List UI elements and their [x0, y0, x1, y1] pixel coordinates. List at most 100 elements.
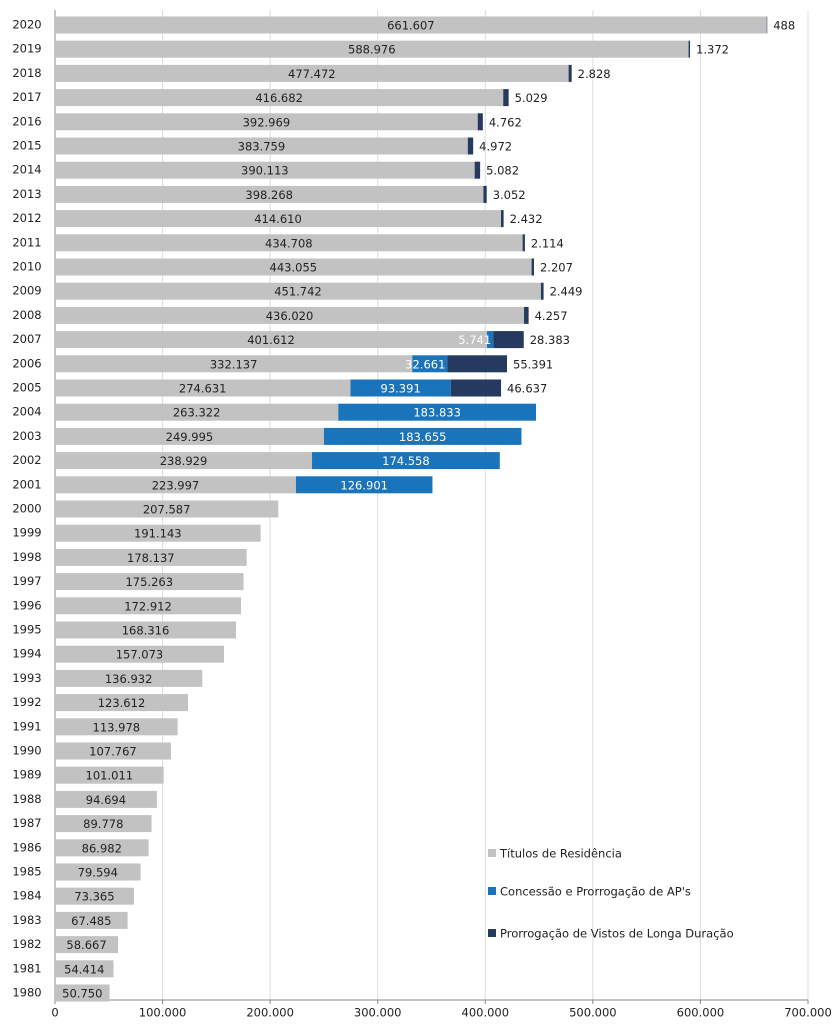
x-tick-label: 200.000	[246, 1006, 294, 1020]
value-label: 588.976	[348, 43, 396, 57]
value-label: 2.114	[531, 236, 564, 250]
bar-segment	[487, 331, 494, 349]
y-tick-label: 2004	[12, 405, 41, 419]
x-tick-label: 500.000	[569, 1006, 617, 1020]
value-label: 332.137	[210, 357, 258, 371]
value-label: 55.391	[513, 357, 553, 371]
y-tick-label: 2007	[12, 332, 41, 346]
value-label: 1.372	[696, 43, 729, 57]
x-tick-label: 700.000	[784, 1006, 832, 1020]
bar-segment	[55, 64, 569, 82]
bar-segment	[55, 669, 203, 687]
value-label: 157.073	[116, 648, 164, 662]
value-label: 4.972	[479, 140, 512, 154]
value-label: 443.055	[270, 261, 318, 275]
bar-segment	[55, 524, 261, 542]
value-label: 28.383	[530, 333, 570, 347]
y-tick-label: 2010	[12, 260, 41, 274]
y-tick-label: 1983	[12, 913, 41, 927]
value-label: 94.694	[86, 793, 126, 807]
bar-segment	[55, 306, 525, 324]
value-label: 5.741	[458, 333, 491, 347]
y-tick-label: 2003	[12, 429, 41, 443]
legend-label: Prorrogação de Vistos de Longa Duração	[500, 927, 734, 941]
bar-segment	[55, 500, 279, 518]
bar-segment	[55, 282, 541, 300]
bar-segment	[55, 113, 478, 131]
bar-segment	[55, 379, 351, 397]
x-tick-label: 100.000	[139, 1006, 187, 1020]
bar-segment	[55, 185, 484, 203]
y-tick-label: 2002	[12, 453, 41, 467]
value-label: 126.901	[340, 478, 388, 492]
value-label: 113.978	[93, 720, 141, 734]
bar-segment	[55, 331, 488, 349]
bar-segment	[55, 137, 468, 155]
y-tick-label: 1987	[12, 816, 41, 830]
value-label: 175.263	[125, 575, 173, 589]
y-tick-label: 1989	[12, 768, 41, 782]
y-tick-label: 2001	[12, 477, 41, 491]
value-label: 67.485	[71, 914, 111, 928]
y-tick-label: 1984	[12, 889, 41, 903]
legend-label: Títulos de Residência	[499, 847, 622, 861]
bar-segment	[766, 16, 768, 34]
y-tick-label: 2011	[12, 235, 41, 249]
y-tick-label: 2005	[12, 381, 41, 395]
bar-segment	[55, 427, 324, 445]
bar-segment	[540, 282, 544, 300]
bar-segment	[55, 355, 413, 373]
y-tick-label: 2017	[12, 90, 41, 104]
bar-segment	[474, 161, 481, 179]
value-label: 383.759	[238, 140, 286, 154]
bar-segment	[55, 573, 244, 591]
value-label: 123.612	[98, 696, 146, 710]
bar-segment	[312, 452, 500, 470]
bar-segment	[55, 40, 689, 58]
x-tick-label: 300.000	[354, 1006, 402, 1020]
value-label: 79.594	[78, 866, 118, 880]
bar-segment	[55, 597, 242, 615]
value-label: 249.995	[166, 430, 214, 444]
value-label: 488	[773, 19, 795, 33]
value-label: 274.631	[179, 382, 227, 396]
value-label: 101.011	[86, 769, 134, 783]
y-tick-label: 1981	[12, 961, 41, 975]
bar-segment	[55, 645, 224, 663]
value-label: 2.828	[578, 67, 611, 81]
legend-label: Concessão e Prorrogação de AP's	[500, 885, 691, 899]
y-tick-label: 1985	[12, 865, 41, 879]
value-label: 178.137	[127, 551, 175, 565]
bar-segment	[483, 185, 487, 203]
bar-segment	[55, 16, 767, 34]
y-tick-label: 2012	[12, 211, 41, 225]
bar-segment	[524, 306, 529, 324]
value-label: 451.742	[274, 285, 322, 299]
x-tick-label: 400.000	[462, 1006, 510, 1020]
value-label: 73.365	[74, 890, 114, 904]
bar-segment	[55, 161, 475, 179]
y-tick-label: 2008	[12, 308, 41, 322]
y-tick-label: 1997	[12, 574, 41, 588]
y-tick-label: 2013	[12, 187, 41, 201]
y-tick-label: 2020	[12, 18, 41, 32]
bar-segment	[531, 258, 534, 276]
value-label: 183.655	[399, 430, 447, 444]
value-label: 54.414	[64, 962, 104, 976]
bar-segment	[412, 355, 448, 373]
y-tick-label: 2019	[12, 42, 41, 56]
value-label: 5.029	[515, 91, 548, 105]
value-label: 2.449	[550, 285, 583, 299]
value-label: 191.143	[134, 527, 182, 541]
value-label: 416.682	[255, 91, 303, 105]
y-tick-label: 1992	[12, 695, 41, 709]
value-label: 392.969	[243, 115, 291, 129]
y-tick-label: 2014	[12, 163, 41, 177]
y-tick-label: 1996	[12, 598, 41, 612]
bar-segment	[55, 911, 128, 929]
legend-swatch	[488, 849, 496, 857]
bar-segment	[55, 452, 313, 470]
value-label: 89.778	[83, 817, 123, 831]
y-tick-label: 1990	[12, 744, 41, 758]
bar-segment	[55, 790, 157, 808]
